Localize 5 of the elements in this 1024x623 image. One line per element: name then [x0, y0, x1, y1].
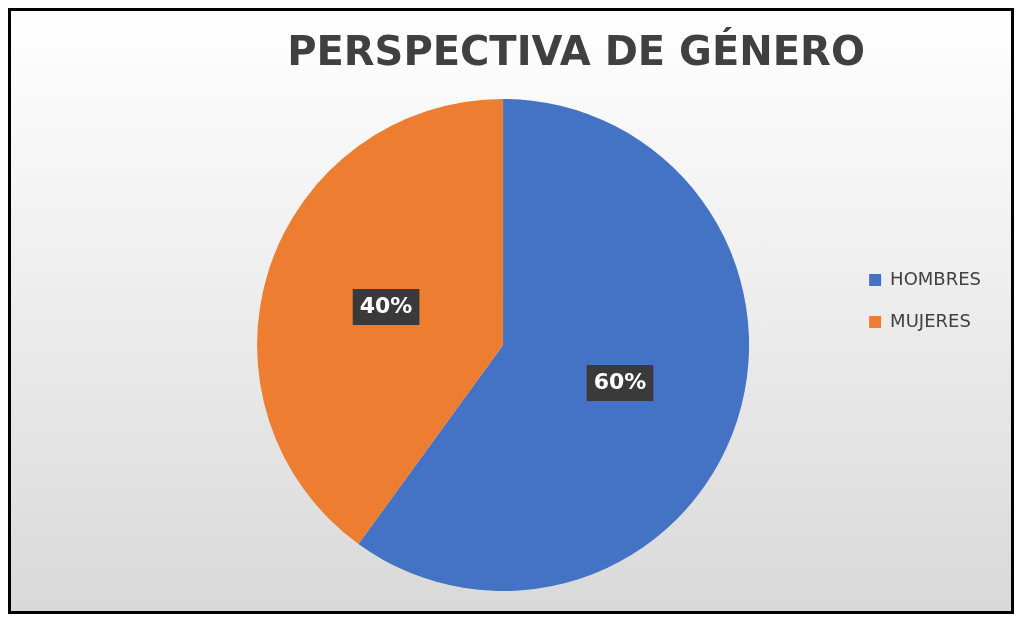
data-label: 40% [359, 292, 413, 318]
chart-title: PERSPECTIVA DE GÉNERO [287, 27, 865, 75]
legend-label: HOMBRES [890, 267, 981, 289]
data-label: 60% [593, 368, 647, 394]
legend-label: MUJERES [890, 309, 971, 331]
